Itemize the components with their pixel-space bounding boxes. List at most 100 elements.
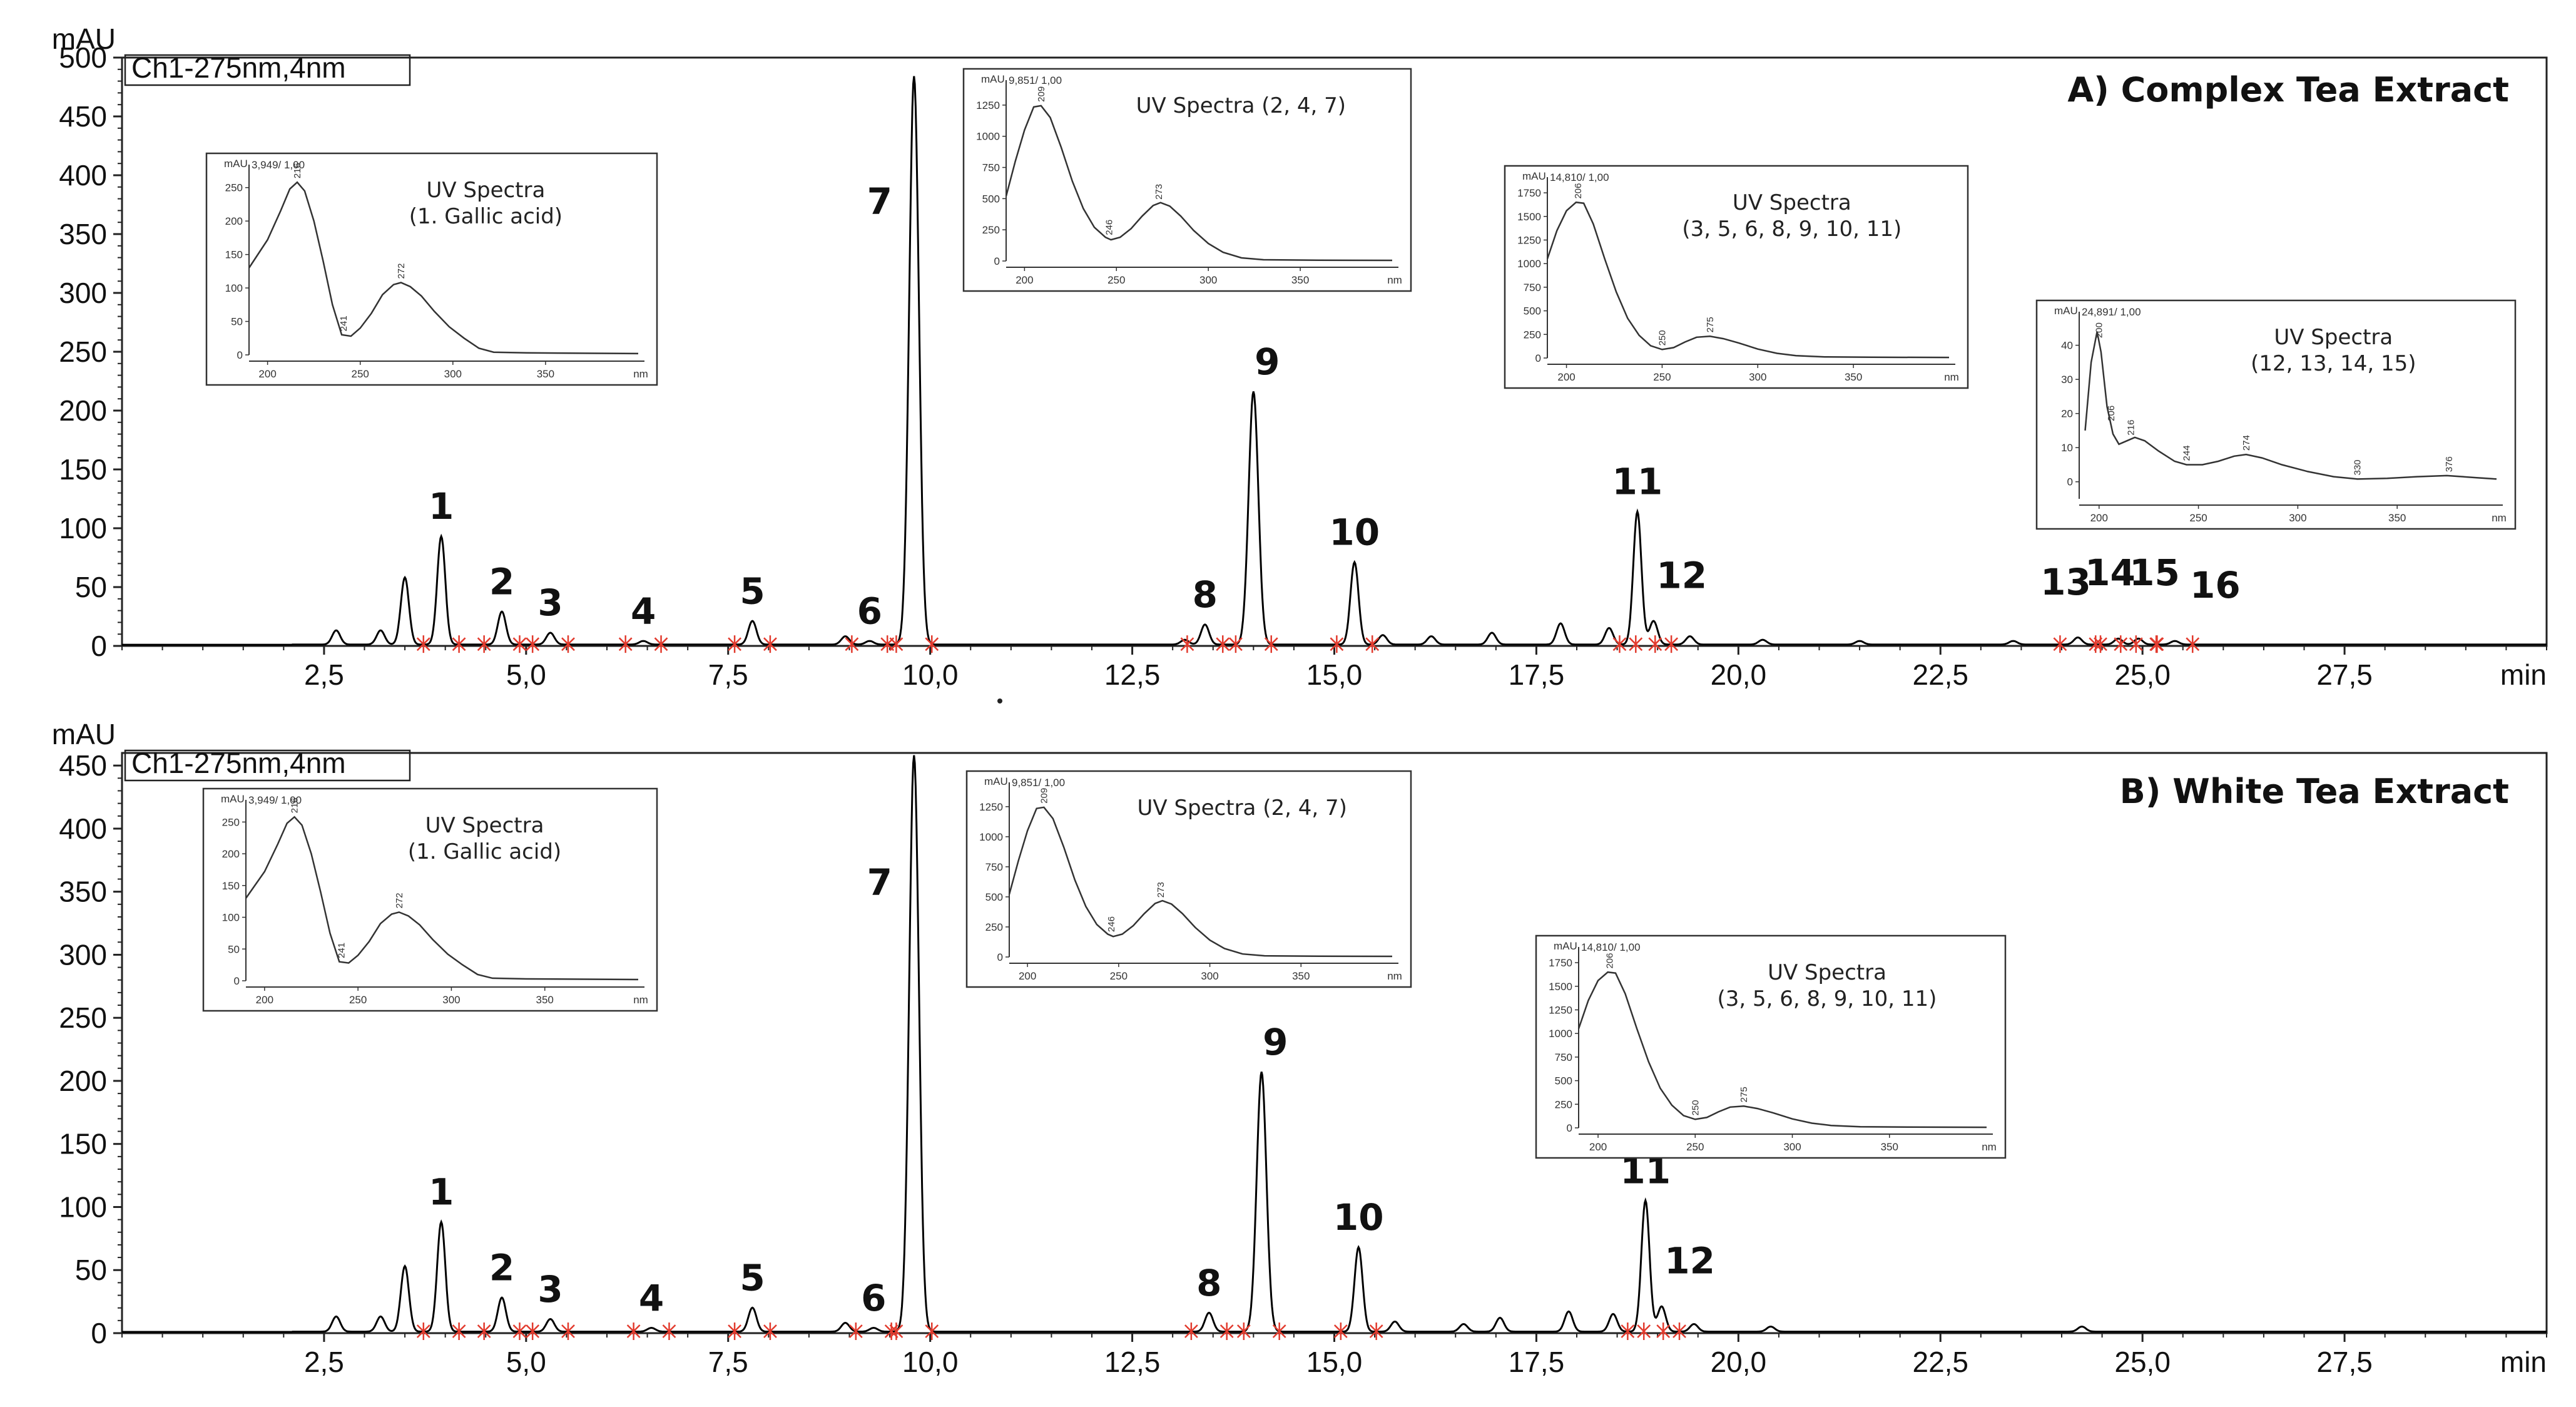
inset-x-tick-label: 300 — [442, 994, 460, 1006]
inset-peak-mark: 209 — [1039, 788, 1049, 804]
inset-peak-mark: 250 — [1657, 330, 1667, 345]
inset-x-tick-label: 200 — [256, 994, 273, 1006]
x-tick-label: 10,0 — [902, 1346, 959, 1378]
y-tick-label: 250 — [59, 335, 107, 368]
inset-peak-mark: 330 — [2353, 459, 2363, 475]
integration-marker — [561, 635, 575, 653]
inset-x-tick-label: 350 — [2388, 512, 2406, 524]
integration-marker — [2094, 635, 2107, 653]
inset-y-tick-label: 1250 — [979, 801, 1003, 813]
inset-y-tick-label: 10 — [2061, 442, 2073, 454]
integration-marker — [1656, 1322, 1671, 1340]
inset-header: 24,891/ 1,00 — [2082, 306, 2141, 318]
x-tick-label: 12,5 — [1104, 658, 1161, 691]
peak-label: 14 — [2085, 551, 2136, 594]
integration-marker — [728, 635, 741, 653]
inset-y-tick-label: 1750 — [1517, 187, 1541, 199]
uv-spectrum-inset: 0 250 500 750 1000 1250 1500 1750 200 250 300 350 nm… — [1504, 165, 1969, 389]
inset-y-tick-label: 20 — [2061, 408, 2073, 420]
inset-y-tick-label: 50 — [228, 943, 240, 955]
x-tick-label: 17,5 — [1509, 1346, 1565, 1378]
channel-label: Ch1-275nm,4nm — [131, 51, 346, 84]
inset-y-tick-label: 1000 — [1517, 258, 1541, 270]
x-tick-label: 2,5 — [304, 658, 344, 691]
inset-y-tick-label: 250 — [1524, 329, 1541, 340]
inset-x-tick-label: 300 — [1199, 274, 1217, 286]
inset-header: 14,810/ 1,00 — [1550, 171, 1609, 183]
inset-y-tick-label: 1750 — [1549, 957, 1572, 969]
peak-label: 8 — [1193, 573, 1218, 616]
inset-y-unit: mAU — [981, 73, 1005, 85]
x-tick-label: 27,5 — [2316, 1346, 2373, 1378]
integration-marker — [526, 635, 540, 653]
chromatogram-trace — [122, 76, 2547, 646]
inset-x-tick-label: 250 — [2189, 512, 2207, 524]
integration-marker — [1664, 635, 1679, 653]
inset-title: (12, 13, 14, 15) — [2251, 351, 2416, 376]
panel-title: A) Complex Tea Extract — [2067, 70, 2509, 110]
peak-label: 2 — [489, 1247, 514, 1289]
inset-header: 3,949/ 1,00 — [252, 159, 305, 171]
inset-x-tick-label: 350 — [1845, 371, 1862, 383]
y-tick-label: 0 — [91, 630, 107, 662]
uv-spectrum-curve — [1577, 971, 1987, 1128]
inset-x-tick-label: 300 — [1201, 970, 1218, 982]
inset-peak-mark: 275 — [1705, 317, 1716, 332]
inset-x-tick-label: 250 — [1686, 1141, 1704, 1153]
inset-y-unit: mAU — [1522, 170, 1546, 182]
inset-peak-mark: 200 — [2094, 322, 2105, 338]
x-tick-label: 20,0 — [1711, 1346, 1767, 1378]
x-tick-label: 7,5 — [708, 1346, 748, 1378]
inset-y-tick-label: 1250 — [1517, 234, 1541, 246]
x-tick-label: 25,0 — [2114, 658, 2171, 691]
peak-label: 3 — [537, 581, 563, 624]
y-tick-label: 150 — [59, 453, 107, 486]
peak-label: 12 — [1664, 1240, 1715, 1282]
inset-frame — [2035, 299, 2517, 530]
integration-marker — [1180, 635, 1194, 653]
inset-x-unit: nm — [1387, 274, 1402, 286]
inset-header: 14,810/ 1,00 — [1581, 941, 1641, 953]
inset-x-unit: nm — [633, 994, 648, 1006]
integration-marker — [618, 635, 633, 653]
integration-marker — [1272, 1322, 1286, 1340]
y-tick-label: 200 — [59, 1065, 107, 1097]
peak-label: 15 — [2129, 551, 2180, 594]
y-tick-label: 400 — [59, 159, 107, 192]
y-tick-label: 0 — [91, 1317, 107, 1349]
x-tick-label: 10,0 — [902, 658, 959, 691]
peak-label: 4 — [639, 1277, 664, 1319]
inset-y-tick-label: 750 — [985, 861, 1003, 873]
peak-label: 8 — [1196, 1262, 1221, 1304]
inset-y-tick-label: 1000 — [979, 831, 1003, 843]
x-tick-label: 12,5 — [1104, 1346, 1161, 1378]
inset-y-tick-label: 0 — [997, 951, 1003, 963]
peak-label: 9 — [1255, 340, 1280, 383]
inset-y-unit: mAU — [221, 793, 245, 805]
integration-marker — [848, 1322, 863, 1340]
peak-label: 9 — [1263, 1021, 1288, 1063]
inset-y-tick-label: 200 — [225, 215, 243, 227]
inset-y-tick-label: 0 — [1535, 352, 1541, 364]
inset-peak-mark: 206 — [2106, 406, 2117, 421]
y-tick-label: 250 — [59, 1001, 107, 1034]
integration-marker — [1264, 635, 1278, 653]
inset-x-unit: nm — [633, 368, 648, 380]
integration-marker — [1236, 1322, 1251, 1340]
inset-x-tick-label: 300 — [444, 368, 462, 380]
x-axis-unit: min — [2500, 658, 2547, 691]
y-tick-label: 450 — [59, 749, 107, 782]
y-tick-label: 350 — [59, 218, 107, 250]
integration-marker — [728, 1322, 741, 1340]
inset-y-tick-label: 750 — [1524, 282, 1541, 294]
integration-marker — [1672, 1322, 1686, 1340]
inset-y-tick-label: 1000 — [1549, 1028, 1572, 1040]
peak-label: 7 — [867, 861, 892, 904]
integration-marker — [477, 1322, 491, 1340]
y-tick-label: 500 — [59, 41, 107, 74]
inset-x-tick-label: 350 — [1291, 274, 1309, 286]
inset-x-tick-label: 200 — [1016, 274, 1033, 286]
integration-marker — [452, 1322, 466, 1340]
integration-marker — [763, 635, 777, 653]
